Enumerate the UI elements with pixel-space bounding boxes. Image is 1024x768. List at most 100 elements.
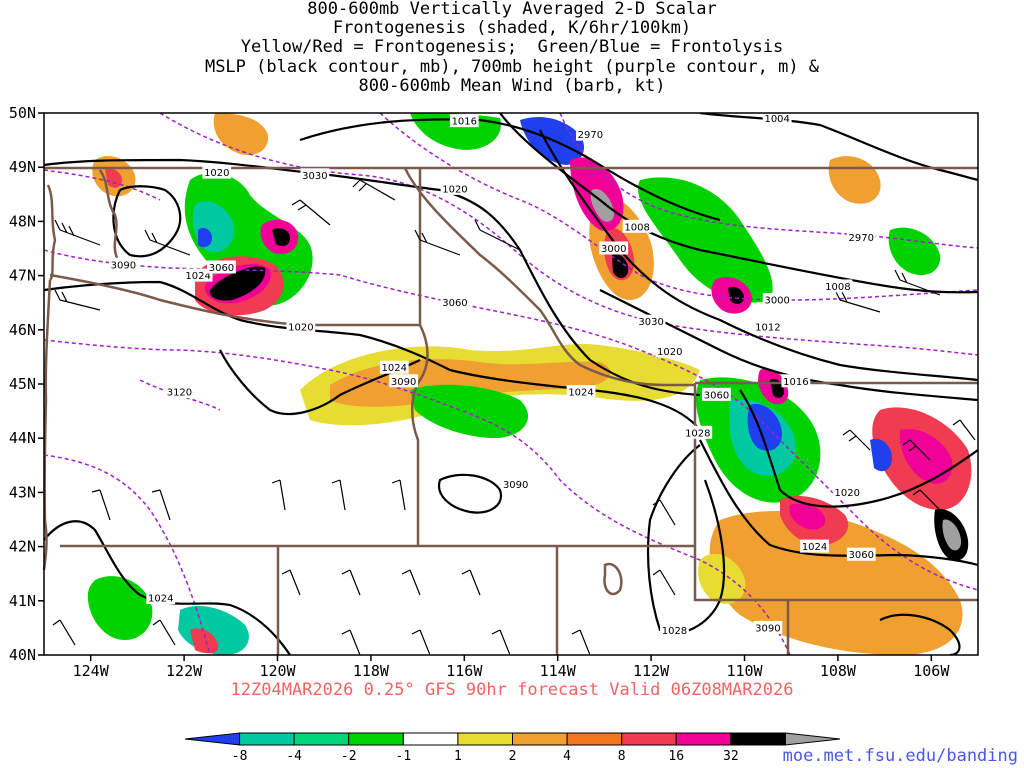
colorbar-label: -2	[341, 749, 357, 764]
mslp-label: 1016	[783, 377, 808, 388]
height-label-bg	[108, 257, 138, 271]
mslp-contour-1020-ore	[219, 349, 421, 415]
mslp-label: 1020	[657, 347, 682, 358]
height-label: 3000	[764, 295, 789, 306]
frontolysis-region-idaho	[410, 384, 529, 439]
wind-barb	[151, 489, 171, 521]
mslp-label: 1016	[452, 117, 477, 128]
height-label: 3000	[601, 244, 626, 255]
wind-barb	[54, 289, 101, 311]
title-line-1: 800-600mb Vertically Averaged 2-D Scalar	[307, 0, 717, 19]
frontolysis-region-nv	[87, 576, 153, 640]
wind-barb	[652, 569, 676, 596]
height-label-bg	[762, 292, 792, 306]
mslp-contour-wa-loop	[112, 185, 182, 258]
height-contour-3000	[379, 113, 978, 301]
political-boundaries	[42, 166, 978, 655]
lon-tick-label: 118W	[353, 662, 390, 680]
wind-barb	[144, 229, 191, 256]
height-label: 3060	[849, 550, 874, 561]
lat-tick-label: 43N	[9, 483, 36, 501]
colorbar-label: 2	[509, 749, 517, 764]
colorbar-label: 4	[563, 749, 571, 764]
lat-tick-label: 48N	[9, 212, 36, 230]
mslp-label-bg	[762, 111, 792, 125]
frontolysis-region-ne-blue	[870, 438, 892, 472]
frontolysis-region-wyoming-blue	[747, 404, 783, 451]
wind-barb	[842, 429, 871, 451]
colorbar-swatch	[566, 732, 623, 746]
height-label: 3090	[503, 480, 528, 491]
frontogenesis-region-ca	[190, 628, 219, 654]
colorbar-label: 8	[618, 749, 626, 764]
map-title: 800-600mb Vertically Averaged 2-D Scalar…	[0, 0, 1024, 96]
mslp-contour-1012	[539, 129, 978, 382]
height-labels: 2970 3030 2970 3000 3090 3060 3060 3000 3030 3090…	[108, 127, 876, 634]
colorbar-label: 1	[454, 749, 462, 764]
id-mt-border	[403, 167, 695, 387]
frontogenesis-region-se-gray	[942, 519, 962, 551]
wind-barb	[54, 219, 101, 246]
height-label: 2970	[849, 233, 874, 244]
colorbar-swatch	[239, 732, 295, 746]
height-label: 3090	[391, 377, 416, 388]
lat-tick-label: 47N	[9, 267, 36, 285]
height-label: 3060	[442, 298, 467, 309]
colorbar-swatch	[730, 732, 786, 746]
mslp-label: 1024	[568, 388, 593, 399]
height-contour-3060	[44, 249, 978, 591]
height-label: 3030	[638, 317, 663, 328]
mslp-label: 1020	[204, 168, 229, 179]
lat-tick-label: 44N	[9, 429, 36, 447]
mslp-label-bg	[800, 539, 829, 553]
frontogenesis-region-wa-coast-core	[105, 168, 122, 188]
mslp-contour-se-loop	[879, 613, 961, 655]
frontolysis-region-nw-blue	[198, 227, 212, 248]
height-label-bg	[636, 314, 666, 328]
mslp-label-bg	[202, 165, 232, 179]
mslp-label: 1020	[442, 184, 467, 195]
height-label: 3060	[209, 263, 234, 274]
mslp-label: 1024	[185, 271, 210, 282]
lon-tick-label: 106W	[913, 662, 950, 680]
mslp-label: 1024	[382, 363, 407, 374]
wind-barb	[152, 619, 176, 646]
mslp-contour-1024-sw	[44, 520, 291, 655]
mslp-label-bg	[823, 279, 853, 293]
lon-tick-label: 110W	[726, 662, 763, 680]
lat-tick-label: 42N	[9, 538, 36, 556]
lon-tick-label: 124W	[73, 662, 110, 680]
wind-barb	[91, 489, 111, 521]
mslp-label-bg	[655, 344, 685, 358]
wind-barb	[341, 629, 361, 655]
mslp-contour-1020-nw	[44, 158, 701, 397]
wind-barb	[571, 629, 591, 655]
frontogenesis-region-mt-point	[612, 253, 629, 278]
wind-barb	[652, 499, 676, 526]
colorbar-swatch	[621, 732, 677, 746]
frontogenesis-region-bc	[213, 113, 269, 156]
mslp-label-bg	[660, 623, 689, 637]
wa-or-border	[49, 273, 420, 327]
mslp-contour-1024-co	[699, 439, 978, 567]
mslp-label: 1028	[662, 626, 687, 637]
frontogenesis-region-co-magenta	[789, 503, 826, 530]
wind-barb	[391, 479, 406, 511]
colorbar-label: -8	[232, 749, 248, 764]
height-label-bg	[753, 620, 783, 634]
wind-barb	[912, 489, 941, 511]
colorbar-label: 16	[668, 749, 684, 764]
lat-tick-label: 41N	[9, 592, 36, 610]
wind-barb	[461, 569, 481, 596]
colorbar-swatch	[184, 732, 241, 746]
wa-coast	[46, 184, 57, 281]
longitude-axis: 124W 122W 120W 118W 116W 114W 112W 110W 108W 106W	[73, 655, 950, 680]
mslp-label-bg	[146, 591, 176, 605]
wind-barb	[331, 479, 346, 511]
wind-barb	[902, 439, 931, 461]
frontogenesis-region-oregon-max	[209, 266, 266, 301]
great-salt-lake	[603, 562, 623, 596]
frontogenesis-region-co-yellow	[698, 553, 746, 604]
height-label: 3120	[167, 388, 192, 399]
wind-barb	[414, 229, 461, 256]
